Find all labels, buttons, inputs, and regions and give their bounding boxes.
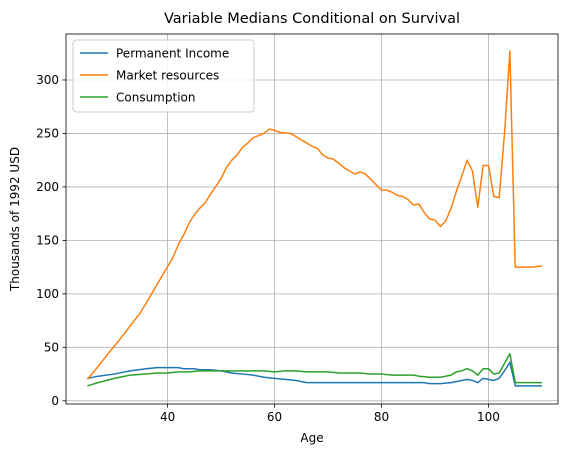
series-lines <box>86 50 543 387</box>
y-tick-label: 150 <box>36 233 59 247</box>
x-tick-label: 40 <box>160 410 175 424</box>
legend-label: Market resources <box>116 69 219 83</box>
y-tick-label: 100 <box>36 287 59 301</box>
series-line <box>87 361 542 387</box>
legend: Permanent Income Market resources Consumpt… <box>72 39 255 113</box>
axis-ticks: 40 60 80 100 0 50 100 150 200 250 300 <box>36 73 500 424</box>
y-tick-label: 200 <box>36 180 59 194</box>
y-tick-label: 50 <box>44 340 59 354</box>
grid-lines <box>66 34 558 404</box>
x-tick-label: 80 <box>374 410 389 424</box>
x-tick-label: 60 <box>267 410 282 424</box>
y-tick-label: 250 <box>36 126 59 140</box>
legend-label: Permanent Income <box>116 47 229 61</box>
y-axis-title: Thousands of 1992 USD <box>8 147 22 292</box>
chart-title: Variable Medians Conditional on Survival <box>164 11 460 27</box>
series-line <box>86 50 543 380</box>
series-line <box>87 352 542 387</box>
y-tick-label: 300 <box>36 73 59 87</box>
x-tick-label: 100 <box>477 410 500 424</box>
x-axis-title: Age <box>300 431 323 445</box>
y-tick-label: 0 <box>51 394 59 408</box>
legend-label: Consumption <box>116 91 195 105</box>
legend-box <box>72 39 255 113</box>
plot-area-frame <box>65 33 559 405</box>
